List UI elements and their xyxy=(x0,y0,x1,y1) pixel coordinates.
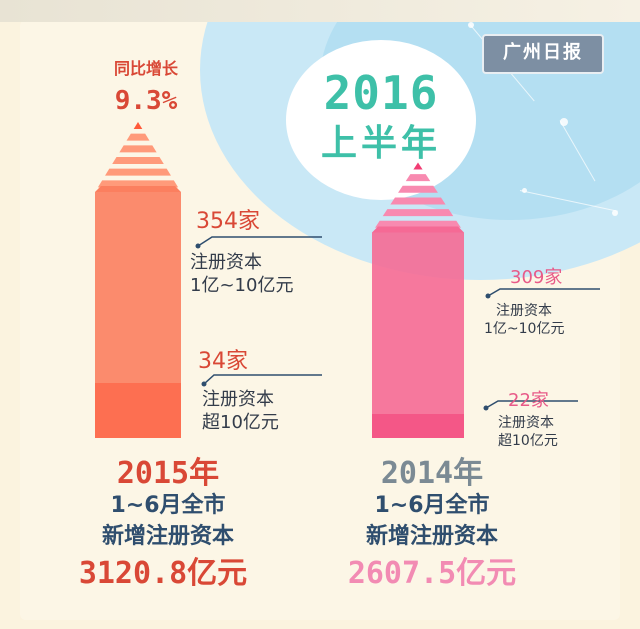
bar2015-mid-desc2: 1亿~10亿元 xyxy=(190,275,294,296)
bar2015-tip-stripe xyxy=(105,168,171,176)
bar2014-year-label: 2014年 xyxy=(380,456,484,491)
leader-dot xyxy=(201,381,207,387)
bar2014-tip-stripe xyxy=(413,162,423,170)
bar2014-body xyxy=(372,232,464,438)
bar2014-shoulder xyxy=(372,226,464,233)
bar2015-mid-count: 354家 xyxy=(196,209,260,234)
bar2015-year-label: 2015年 xyxy=(116,456,220,491)
decor-dot xyxy=(612,210,618,216)
bar2014-top-desc1: 注册资本 xyxy=(498,415,554,431)
bar2015-total: 3120.8亿元 xyxy=(78,556,248,591)
source-badge: 广州日报 xyxy=(482,34,604,74)
bar2014-mid-desc2: 1亿~10亿元 xyxy=(484,321,565,337)
bar2015-line2: 新增注册资本 xyxy=(101,524,234,549)
bar2015-tip-stripe xyxy=(112,157,164,164)
leader-line xyxy=(485,400,578,409)
bar2015-shoulder xyxy=(95,186,181,192)
title-year: 2016 xyxy=(323,66,439,120)
bar2014-tip-stripe xyxy=(405,174,431,182)
bar2015-base-segment xyxy=(95,383,181,438)
top-strip xyxy=(0,0,640,22)
bar2015-tip-stripe xyxy=(119,145,157,153)
leader-dot xyxy=(195,243,201,249)
leader-dot xyxy=(485,293,491,299)
bar2015-tip-stripe xyxy=(133,122,143,129)
yoy-value: 9.3% xyxy=(114,86,178,116)
bar2014-total: 2607.5亿元 xyxy=(347,556,517,591)
bar2015-mid-desc1: 注册资本 xyxy=(190,252,262,273)
bar2014-base-segment xyxy=(372,414,464,438)
title-circle xyxy=(286,40,476,200)
leader-line xyxy=(203,374,322,385)
leader-dot xyxy=(483,405,489,411)
bar2014-top-count: 22家 xyxy=(508,390,549,411)
bar2015-top-desc1: 注册资本 xyxy=(202,389,274,410)
bar2014-line1: 1~6月全市 xyxy=(374,493,490,518)
yoy-label: 同比增长 xyxy=(113,59,178,78)
bar2014-mid-desc1: 注册资本 xyxy=(496,303,552,319)
bar2014-tip-stripe xyxy=(375,220,461,228)
bar2014-mid-count: 309家 xyxy=(510,267,563,288)
bar2015-line1: 1~6月全市 xyxy=(110,493,226,518)
leader-line xyxy=(197,236,322,247)
bar2015-top-count: 34家 xyxy=(198,349,248,374)
bar2014-tip-stripe xyxy=(382,209,454,217)
leader-line xyxy=(487,288,600,297)
bar2015-top-desc2: 超10亿元 xyxy=(202,412,279,433)
bar2014-line2: 新增注册资本 xyxy=(365,524,498,549)
decor-dot xyxy=(560,118,568,126)
title-subtitle: 上半年 xyxy=(320,123,441,164)
bar2015-tip-stripe xyxy=(97,180,179,188)
bar2014-tip-stripe xyxy=(398,185,438,193)
bar2014-tip-stripe xyxy=(390,197,446,205)
bar2014-top-desc2: 超10亿元 xyxy=(498,433,558,449)
bar2015-tip-stripe xyxy=(126,133,150,141)
